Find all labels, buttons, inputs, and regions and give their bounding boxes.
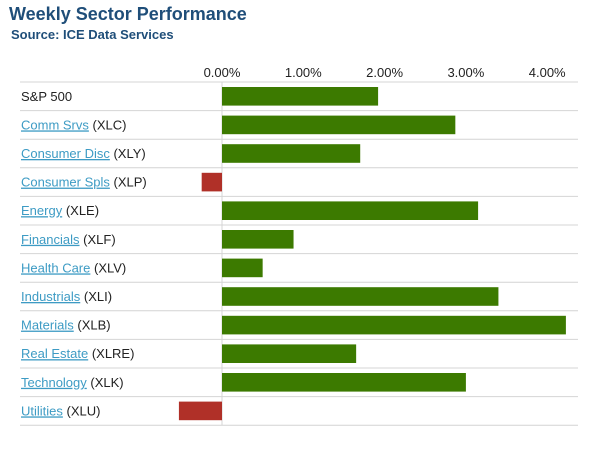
bar (178, 401, 222, 421)
category-label[interactable]: Consumer Spls (XLP) (21, 175, 147, 190)
category-label[interactable]: Consumer Disc (XLY) (21, 146, 146, 161)
sector-link[interactable]: Consumer Spls (21, 175, 110, 190)
ticker-label: (XLY) (110, 146, 146, 161)
category-label[interactable]: Technology (XLK) (21, 375, 124, 390)
bar (222, 115, 456, 135)
bar (222, 201, 479, 220)
bar (222, 315, 566, 335)
ticker-label: (XLP) (110, 175, 147, 190)
category-label[interactable]: Financials (XLF) (21, 232, 116, 247)
ticker-label: (XLK) (87, 375, 124, 390)
category-label[interactable]: Utilities (XLU) (21, 403, 100, 418)
category-label: S&P 500 (21, 89, 72, 104)
x-tick-label: 3.00% (447, 65, 484, 80)
x-tick-label: 2.00% (366, 65, 403, 80)
sector-link: S&P 500 (21, 89, 72, 104)
x-tick-label: 0.00% (204, 65, 241, 80)
bar (201, 172, 222, 192)
sector-link[interactable]: Technology (21, 375, 87, 390)
ticker-label: (XLF) (80, 232, 116, 247)
bar (222, 287, 499, 306)
ticker-label: (XLV) (90, 260, 126, 275)
bar (222, 144, 361, 163)
sector-link[interactable]: Health Care (21, 260, 90, 275)
bar (222, 230, 294, 249)
category-label[interactable]: Comm Srvs (XLC) (21, 117, 126, 132)
chart-title: Weekly Sector Performance (9, 4, 247, 24)
chart-subtitle: Source: ICE Data Services (11, 27, 174, 42)
sector-link[interactable]: Consumer Disc (21, 146, 110, 161)
bar (222, 87, 379, 106)
sector-link[interactable]: Real Estate (21, 346, 88, 361)
category-label[interactable]: Health Care (XLV) (21, 260, 126, 275)
category-label[interactable]: Energy (XLE) (21, 203, 99, 218)
ticker-label: (XLRE) (88, 346, 134, 361)
ticker-label: (XLI) (80, 289, 112, 304)
sector-link[interactable]: Financials (21, 232, 80, 247)
bar (222, 258, 263, 278)
bar (222, 344, 357, 363)
sector-link[interactable]: Utilities (21, 403, 63, 418)
category-label[interactable]: Materials (XLB) (21, 318, 111, 333)
category-label[interactable]: Real Estate (XLRE) (21, 346, 134, 361)
ticker-label: (XLC) (89, 117, 127, 132)
x-tick-label: 1.00% (285, 65, 322, 80)
ticker-label: (XLB) (74, 318, 111, 333)
bar (222, 373, 466, 392)
x-tick-label: 4.00% (529, 65, 566, 80)
ticker-label: (XLU) (63, 403, 101, 418)
sector-link[interactable]: Energy (21, 203, 63, 218)
sector-link[interactable]: Industrials (21, 289, 81, 304)
ticker-label: (XLE) (62, 203, 99, 218)
sector-link[interactable]: Comm Srvs (21, 117, 89, 132)
category-label[interactable]: Industrials (XLI) (21, 289, 112, 304)
sector-link[interactable]: Materials (21, 318, 74, 333)
